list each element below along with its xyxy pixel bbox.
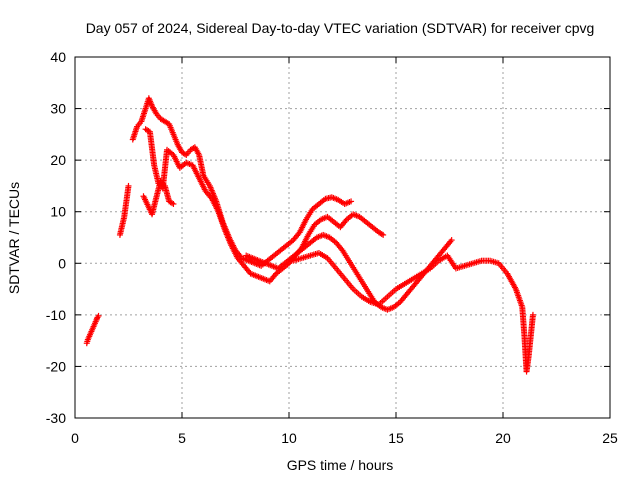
data-point: [95, 312, 102, 319]
y-tick-label: -20: [46, 358, 66, 374]
y-tick-label: 0: [58, 255, 66, 271]
y-tick-label: -10: [46, 307, 66, 323]
x-tick-label: 10: [281, 430, 297, 446]
y-tick-label: 40: [50, 49, 66, 65]
data-point: [529, 311, 536, 318]
axis-ticks: 0 5 10 15 20 25 -30 -20 -10 0 10 20 30 40: [46, 49, 618, 446]
y-axis-label: SDTVAR / TECUs: [6, 182, 22, 294]
x-tick-label: 15: [388, 430, 404, 446]
data-point: [448, 237, 455, 244]
y-tick-label: 10: [50, 204, 66, 220]
data-point: [170, 200, 177, 207]
plot-frame: [74, 56, 611, 419]
x-tick-label: 25: [602, 430, 618, 446]
x-tick-label: 0: [71, 430, 79, 446]
y-tick-label: -30: [46, 410, 66, 426]
x-tick-label: 5: [178, 430, 186, 446]
data-point: [380, 231, 387, 238]
chart-title: Day 057 of 2024, Sidereal Day-to-day VTE…: [86, 20, 595, 36]
y-tick-label: 20: [50, 152, 66, 168]
data-point: [348, 198, 355, 205]
data-points: [83, 95, 536, 375]
y-tick-label: 30: [50, 101, 66, 117]
x-axis-label: GPS time / hours: [287, 457, 394, 473]
data-point: [125, 182, 132, 189]
x-tick-label: 20: [495, 430, 511, 446]
